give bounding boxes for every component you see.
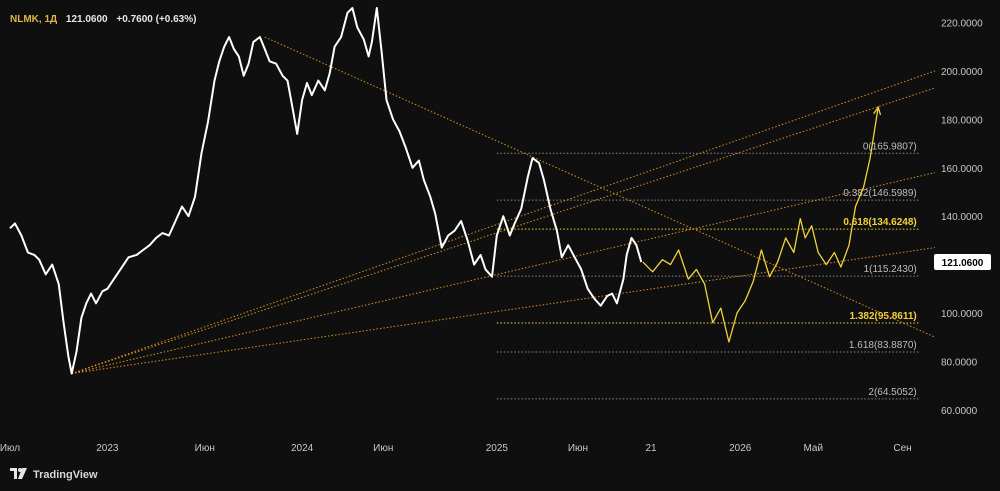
trendline[interactable] [71,87,936,374]
trendline[interactable] [71,247,936,374]
time-tick-label: 21 [645,443,657,454]
forecast-line [642,107,879,343]
price-tick-label: 60.0000 [941,406,978,417]
last-price-marker: 121.0600 [934,254,991,271]
time-tick-label: 2025 [486,443,509,454]
price-tick-label: 200.0000 [941,67,983,78]
price-tick-label: 180.0000 [941,115,983,126]
forecast-arrow-icon [873,105,882,116]
price-tick-label: 80.0000 [941,357,978,368]
trendline[interactable] [71,172,936,374]
fib-level-label: 2(64.5052) [868,387,916,398]
time-tick-label: Сен [893,443,911,454]
last-price-badge [934,254,991,271]
symbol-label[interactable]: NLMK, 1Д [10,14,58,25]
tradingview-branding[interactable]: TradingView [10,468,98,482]
trendlines[interactable] [71,36,936,374]
price-tick-label: 140.0000 [941,212,983,223]
price-tick-label: 160.0000 [941,164,983,175]
tradingview-logo-icon [10,468,28,482]
brand-name: TradingView [33,469,98,481]
time-tick-label: 2026 [729,443,752,454]
time-tick-label: Июн [195,443,215,454]
price-tick-label: 100.0000 [941,309,983,320]
trendline[interactable] [71,70,936,374]
price-axis[interactable]: 220.0000 200.0000 180.0000 160.0000 140.0000… [941,19,983,417]
time-tick-label: Июн [373,443,393,454]
last-price-value: 121.0600 [65,14,108,25]
time-tick-label: 2024 [291,443,314,454]
price-line [9,7,643,375]
time-tick-label: Июл [0,443,20,454]
fib-level-label: 0.618(134.6248) [843,217,916,228]
fib-level-label: 1.382(95.8611) [849,311,916,322]
trendline[interactable] [264,36,936,338]
last-price-badge-label: 121.0600 [942,258,984,269]
chart-header: NLMK, 1Д 121.0600 +0.7600 (+0.63%) [10,14,196,25]
fib-level-label: 1(115.2430) [864,264,917,275]
price-change-value: +0.7600 (+0.63%) [116,14,197,25]
time-axis[interactable]: Июл 2023 Июн 2024 Июн 2025 Июн 21 2026 Май Сен [0,443,912,454]
fib-level-label: 1.618(83.8870) [849,340,917,351]
price-tick-label: 220.0000 [941,19,983,30]
fib-level-label: 0(165.9807) [863,141,917,152]
fib-level-label: 0.382(146.5989) [843,188,916,199]
time-tick-label: Июн [568,443,588,454]
price-series [9,7,882,375]
time-tick-label: Май [803,443,823,454]
time-tick-label: 2023 [96,443,119,454]
fibonacci-extension[interactable]: 0(165.9807) 0.382(146.5989) 0.618(134.6248… [496,141,919,400]
